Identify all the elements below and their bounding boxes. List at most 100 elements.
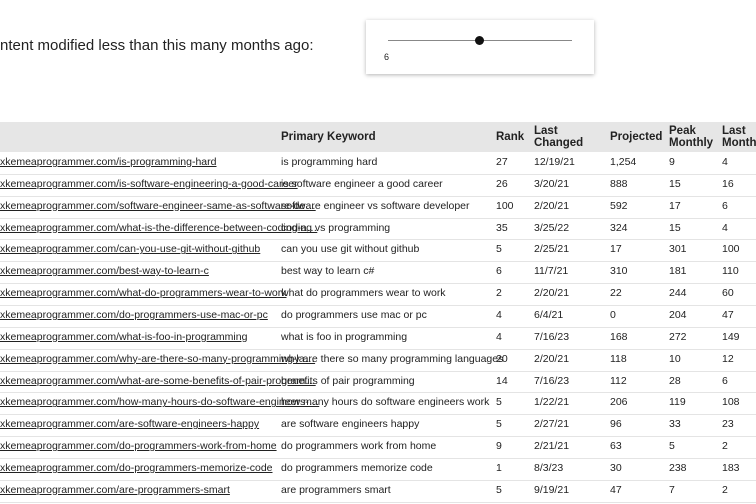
slider-knob[interactable] <box>475 36 484 45</box>
url-link[interactable]: xkemeaprogrammer.com/what-are-some-benef… <box>0 374 316 387</box>
row-separator <box>0 414 756 416</box>
column-header[interactable]: Last Month <box>722 125 756 149</box>
table-cell: 17 <box>669 199 681 212</box>
table-cell: 272 <box>669 330 687 343</box>
table-cell: 5 <box>496 243 502 256</box>
table-cell: 310 <box>610 265 628 278</box>
url-link[interactable]: xkemeaprogrammer.com/what-is-foo-in-prog… <box>0 330 248 343</box>
url-link[interactable]: xkemeaprogrammer.com/what-is-the-differe… <box>0 221 318 234</box>
url-link[interactable]: xkemeaprogrammer.com/do-programmers-use-… <box>0 308 268 321</box>
table-cell: 47 <box>722 308 734 321</box>
table-cell: 22 <box>610 287 622 300</box>
table-cell: 592 <box>610 199 628 212</box>
table-cell: 9 <box>496 440 502 453</box>
table-cell: 14 <box>496 374 508 387</box>
row-separator <box>0 370 756 372</box>
table-cell: 33 <box>669 418 681 431</box>
table-cell: 324 <box>610 221 628 234</box>
table-cell: 23 <box>722 418 734 431</box>
url-link[interactable]: xkemeaprogrammer.com/best-way-to-learn-c <box>0 265 209 278</box>
table-cell: 206 <box>610 396 628 409</box>
column-header[interactable]: Last Changed <box>534 125 584 149</box>
table-cell: 0 <box>610 308 616 321</box>
url-link[interactable]: xkemeaprogrammer.com/how-many-hours-do-s… <box>0 396 320 409</box>
table-cell: 4 <box>722 156 728 168</box>
column-header[interactable]: Peak Monthly <box>669 125 714 149</box>
table-cell: 47 <box>610 483 622 496</box>
table-cell: 2/20/21 <box>534 352 570 365</box>
table-cell: 2/25/21 <box>534 243 570 256</box>
table-cell: best way to learn c# <box>281 265 375 278</box>
table-cell: 6 <box>496 265 502 278</box>
table-cell: software engineer vs software developer <box>281 199 470 212</box>
url-link[interactable]: xkemeaprogrammer.com/are-programmers-sma… <box>0 483 230 496</box>
table-cell: 8/3/23 <box>534 461 564 474</box>
column-header[interactable]: Primary Keyword <box>281 131 376 143</box>
table-cell: 2/20/21 <box>534 287 570 300</box>
table-cell: 17 <box>610 243 622 256</box>
table-cell: 2/27/21 <box>534 418 570 431</box>
table-cell: 4 <box>496 308 502 321</box>
table-cell: 5 <box>496 418 502 431</box>
table-cell: how many hours do software engineers wor… <box>281 396 490 409</box>
table-cell: 7/16/23 <box>534 330 570 343</box>
table-cell: 2 <box>722 483 728 496</box>
url-link[interactable]: xkemeaprogrammer.com/what-do-programmers… <box>0 287 287 300</box>
table-cell: 28 <box>669 374 681 387</box>
table-cell: coding vs programming <box>281 221 391 234</box>
table-cell: what is foo in programming <box>281 330 408 343</box>
url-link[interactable]: xkemeaprogrammer.com/is-software-enginee… <box>0 177 298 190</box>
table-cell: 108 <box>722 396 740 409</box>
url-link[interactable]: xkemeaprogrammer.com/why-are-there-so-ma… <box>0 352 316 365</box>
row-separator <box>0 348 756 350</box>
table-cell: 5 <box>496 483 502 496</box>
row-separator <box>0 436 756 438</box>
table-cell: are software engineers happy <box>281 418 420 431</box>
table-cell: 60 <box>722 287 734 300</box>
table-cell: 7/16/23 <box>534 374 570 387</box>
table-cell: 12 <box>722 352 734 365</box>
filter-label: ntent modified less than this many month… <box>0 37 314 54</box>
table-cell: 12/19/21 <box>534 156 575 168</box>
table-cell: 15 <box>669 177 681 190</box>
table-cell: 7 <box>669 483 675 496</box>
slider[interactable]: 6 <box>366 20 594 74</box>
row-separator <box>0 501 756 503</box>
row-separator <box>0 392 756 394</box>
table-cell: 26 <box>496 177 508 190</box>
table-cell: 10 <box>669 352 681 365</box>
table-cell: 100 <box>722 243 740 256</box>
table-cell: 110 <box>722 265 739 278</box>
table-cell: 4 <box>722 221 728 234</box>
url-link[interactable]: xkemeaprogrammer.com/do-programmers-work… <box>0 440 277 453</box>
column-header[interactable]: Rank <box>496 131 525 143</box>
table-cell: 2 <box>496 287 502 300</box>
url-link[interactable]: xkemeaprogrammer.com/software-engineer-s… <box>0 199 316 212</box>
table-cell: are programmers smart <box>281 483 391 496</box>
table-cell: 238 <box>669 461 687 474</box>
table-cell: 9/19/21 <box>534 483 570 496</box>
table-cell: 1,254 <box>610 156 637 168</box>
url-link[interactable]: xkemeaprogrammer.com/can-you-use-git-wit… <box>0 243 261 256</box>
table-cell: 149 <box>722 330 740 343</box>
url-link[interactable]: xkemeaprogrammer.com/do-programmers-memo… <box>0 461 273 474</box>
table-cell: 1 <box>496 461 502 474</box>
table-cell: 100 <box>496 199 514 212</box>
column-header[interactable]: Projected <box>610 131 663 143</box>
slider-value: 6 <box>384 52 390 62</box>
row-separator <box>0 479 756 481</box>
table-cell: 3/25/22 <box>534 221 570 234</box>
row-separator <box>0 261 756 263</box>
table-cell: 35 <box>496 221 508 234</box>
url-link[interactable]: xkemeaprogrammer.com/is-programming-hard <box>0 156 217 168</box>
table-cell: 2/21/21 <box>534 440 570 453</box>
table-cell: 2 <box>722 440 728 453</box>
row-separator <box>0 457 756 459</box>
table-cell: 1/22/21 <box>534 396 570 409</box>
table-cell: 2/20/21 <box>534 199 570 212</box>
url-link[interactable]: xkemeaprogrammer.com/are-software-engine… <box>0 418 260 431</box>
table-header <box>0 122 756 152</box>
table-cell: is software engineer a good career <box>281 177 443 190</box>
table-cell: 27 <box>496 156 508 168</box>
